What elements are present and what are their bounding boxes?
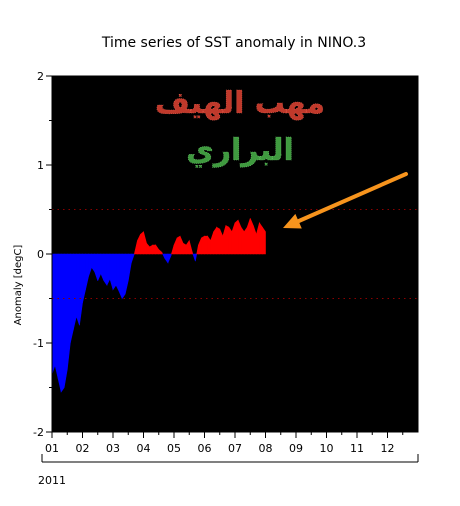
anomaly-segment-54: [216, 226, 221, 255]
anomaly-segment-29: [140, 231, 144, 255]
watermark-line-2: البراري: [186, 133, 294, 168]
x-tick-label-04: 04: [137, 442, 151, 455]
anomaly-segment-32: [149, 244, 153, 255]
y-tick-label-0: 0: [37, 248, 44, 261]
anomaly-segment-50: [204, 235, 208, 255]
arrow-shaft: [290, 172, 408, 226]
y-tick-label--1: -1: [33, 337, 44, 350]
anomaly-segment-6: [70, 253, 74, 344]
anomaly-segment-7: [73, 253, 77, 330]
anomaly-segment-49: [201, 235, 205, 255]
anomaly-segment-57: [225, 224, 230, 255]
anomaly-segment-4: [63, 253, 68, 388]
x-tick-label-02: 02: [76, 442, 90, 455]
anomaly-segment-33: [152, 244, 156, 255]
x-tick-label-01: 01: [45, 442, 59, 455]
anomaly-segment-65: [249, 218, 254, 255]
y-tick-label-1: 1: [37, 159, 44, 172]
anomaly-segment-43: [182, 242, 187, 255]
x-tick-label-05: 05: [167, 442, 181, 455]
y-tick-label--2: -2: [33, 426, 44, 439]
anomaly-segment-18: [106, 253, 111, 286]
anomaly-segment-23: [121, 253, 126, 300]
anomaly-segment-63: [243, 226, 248, 255]
anomaly-segment-22: [118, 253, 123, 299]
series-layer: [51, 218, 266, 393]
x-tick-label-10: 10: [320, 442, 334, 455]
x-tick-label-08: 08: [259, 442, 273, 455]
chart-title: Time series of SST anomaly in NINO.3: [101, 35, 366, 51]
x-axis: 01 02 03 04 05 06 07 08 09 10 11 12: [45, 432, 404, 455]
arrow-head: [283, 213, 302, 229]
x-tick-label-12: 12: [381, 442, 395, 455]
anomaly-segment-53: [213, 226, 217, 255]
anomaly-segment-2: [57, 253, 62, 393]
anomaly-segment-36-0: [161, 252, 164, 255]
reference-lines: [52, 209, 418, 299]
year-label: 2011: [38, 474, 66, 487]
anomaly-segment-68: [259, 221, 263, 255]
x-tick-label-07: 07: [228, 442, 242, 455]
anomaly-segment-41: [176, 235, 181, 255]
y-tick-label-2: 2: [37, 70, 44, 83]
x-tick-label-09: 09: [289, 442, 303, 455]
annotation-arrow: [283, 172, 408, 229]
x-tick-label-03: 03: [106, 442, 120, 455]
x-tick-label-06: 06: [198, 442, 212, 455]
watermark-line-1: مهب الهيف: [155, 86, 325, 121]
anomaly-segment-60: [234, 219, 239, 255]
anomaly-segment-58: [228, 226, 233, 255]
anomaly-segment-26: [131, 253, 135, 263]
anomaly-segment-69: [262, 226, 266, 255]
anomaly-segment-8: [76, 253, 80, 326]
y-axis-label: Anomaly [degC]: [13, 245, 24, 326]
anomaly-segment-3: [60, 253, 65, 393]
anomaly-segment-1: [54, 253, 59, 379]
anomaly-segment-47-0: [195, 253, 198, 262]
y-axis: -2 -1 0 1 2: [33, 70, 52, 439]
anomaly-segment-21: [115, 253, 120, 292]
x-tick-label-11: 11: [350, 442, 364, 455]
anomaly-segment-17: [103, 253, 108, 287]
anomaly-segment-20: [112, 253, 117, 291]
anomaly-segment-62: [240, 226, 245, 255]
